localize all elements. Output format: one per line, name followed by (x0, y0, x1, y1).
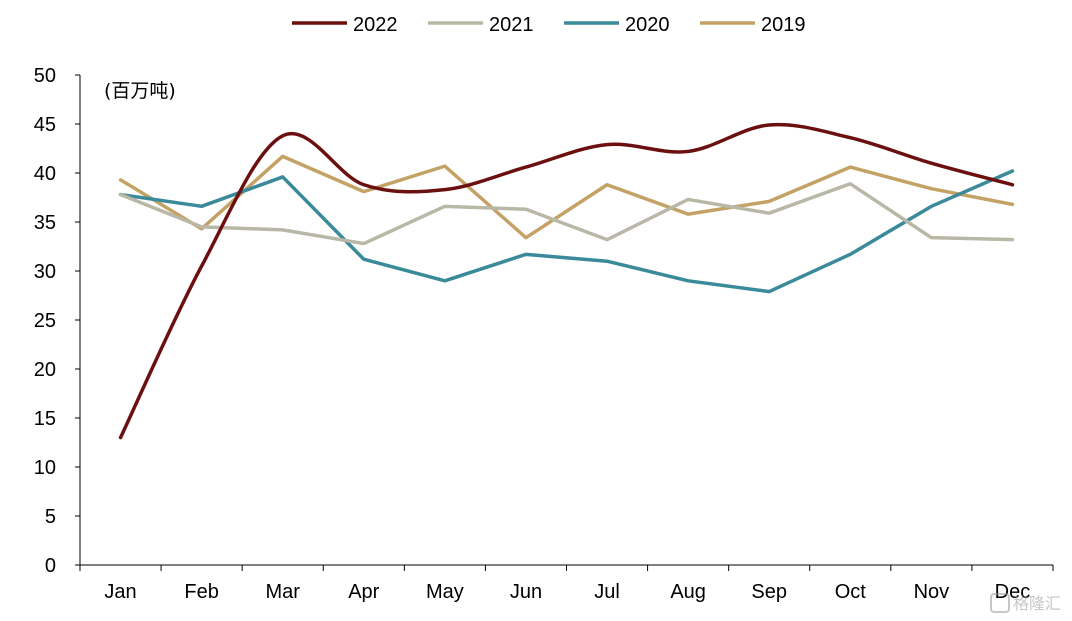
legend-label-2022: 2022 (353, 14, 398, 36)
y-tick-label: 30 (34, 261, 56, 283)
y-tick-label: 20 (34, 359, 56, 381)
y-tick-label: 15 (34, 408, 56, 430)
y-tick-label: 35 (34, 212, 56, 234)
series-line-2021 (118, 182, 1015, 246)
series-line-2022 (118, 122, 1015, 440)
axes: 0 5 10 15 20 25 30 35 40 45 50 Jan Feb Mar Apr May Jun Ju… (34, 65, 1054, 603)
legend-label-2020: 2020 (625, 14, 670, 36)
y-tick-label: 40 (34, 163, 56, 185)
x-tick-label: Jul (594, 581, 620, 603)
x-tick-label: Jun (510, 581, 542, 603)
x-tick-label: May (426, 581, 464, 603)
x-tick-label: Jan (104, 581, 136, 603)
y-tick-label: 25 (34, 310, 56, 332)
series-layer (118, 122, 1015, 440)
x-tick-label: Sep (751, 581, 787, 603)
y-tick-label: 45 (34, 114, 56, 136)
x-tick-label: Aug (670, 581, 706, 603)
watermark-text: 格隆汇 (1013, 594, 1061, 613)
x-tick-label: Nov (914, 581, 950, 603)
legend-label-2019: 2019 (761, 14, 806, 36)
y-unit-label: (百万吨) (104, 80, 176, 102)
series-line-2020 (118, 169, 1015, 294)
x-tick-label: Apr (348, 581, 379, 603)
x-tick-label: Feb (184, 581, 218, 603)
x-tick-label: Oct (835, 581, 867, 603)
y-tick-label: 5 (45, 506, 56, 528)
y-tick-label: 10 (34, 457, 56, 479)
x-tick-label: Mar (265, 581, 300, 603)
series-line-2019 (118, 154, 1015, 240)
y-tick-label: 0 (45, 555, 56, 577)
y-tick-label: 50 (34, 65, 56, 87)
watermark-logo-icon (990, 593, 1010, 613)
watermark: 格隆汇 (990, 593, 1061, 613)
legend-label-2021: 2021 (489, 14, 534, 36)
legend: 2022 2021 2020 2019 (292, 14, 806, 36)
x-tick-label: Dec (995, 581, 1031, 603)
